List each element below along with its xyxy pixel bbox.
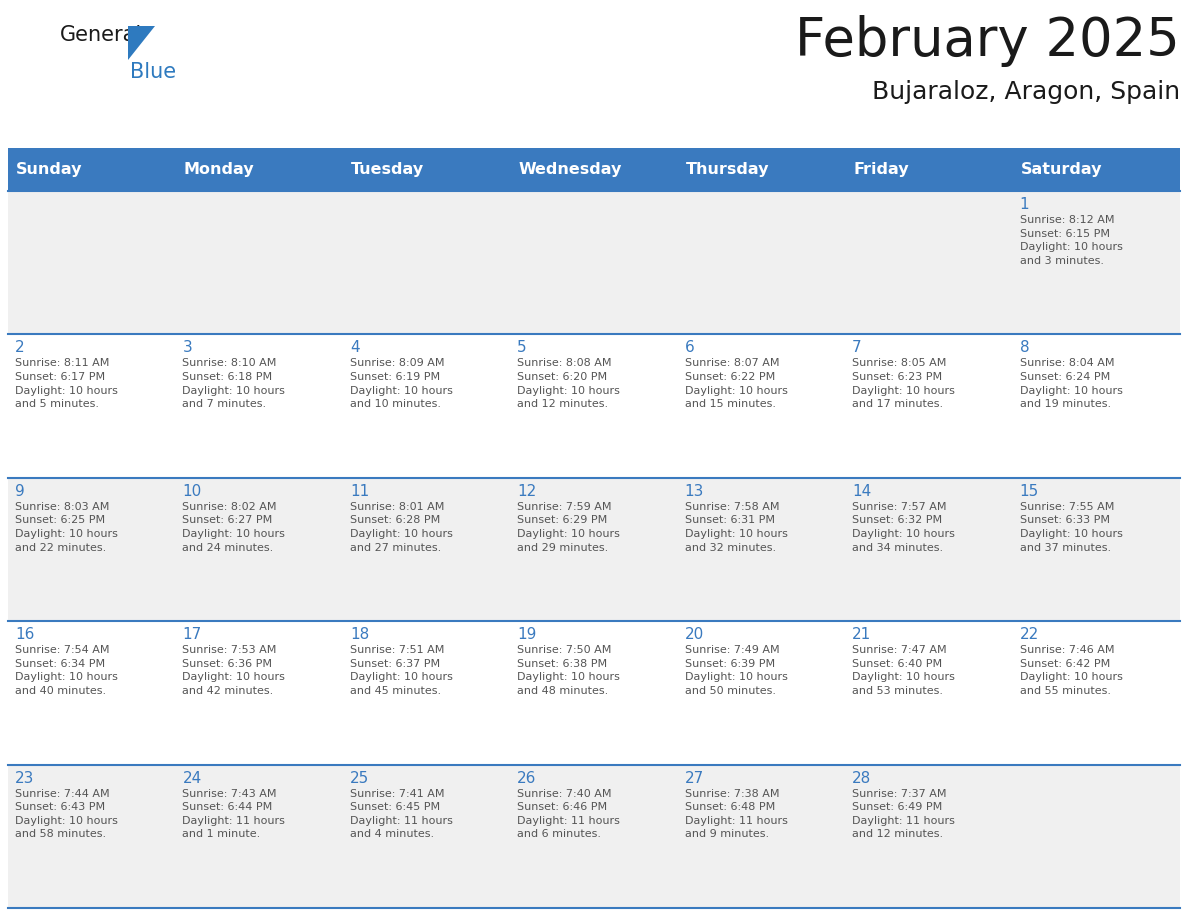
Text: Sunrise: 8:04 AM
Sunset: 6:24 PM
Daylight: 10 hours
and 19 minutes.: Sunrise: 8:04 AM Sunset: 6:24 PM Dayligh… [1019,358,1123,409]
Text: Sunday: Sunday [15,162,82,177]
Text: Sunrise: 7:55 AM
Sunset: 6:33 PM
Daylight: 10 hours
and 37 minutes.: Sunrise: 7:55 AM Sunset: 6:33 PM Dayligh… [1019,502,1123,553]
Text: Tuesday: Tuesday [350,162,424,177]
Polygon shape [128,26,154,60]
Text: 9: 9 [15,484,25,498]
Text: 7: 7 [852,341,861,355]
Text: 18: 18 [349,627,369,643]
Text: Sunrise: 7:43 AM
Sunset: 6:44 PM
Daylight: 11 hours
and 1 minute.: Sunrise: 7:43 AM Sunset: 6:44 PM Dayligh… [183,789,285,839]
Text: 26: 26 [517,770,537,786]
Text: 5: 5 [517,341,527,355]
Text: General: General [61,25,143,45]
Text: Sunrise: 7:59 AM
Sunset: 6:29 PM
Daylight: 10 hours
and 29 minutes.: Sunrise: 7:59 AM Sunset: 6:29 PM Dayligh… [517,502,620,553]
Bar [8,765,1180,908]
Text: 4: 4 [349,341,360,355]
Text: Sunrise: 7:44 AM
Sunset: 6:43 PM
Daylight: 10 hours
and 58 minutes.: Sunrise: 7:44 AM Sunset: 6:43 PM Dayligh… [15,789,118,839]
Text: 10: 10 [183,484,202,498]
Text: Sunrise: 8:05 AM
Sunset: 6:23 PM
Daylight: 10 hours
and 17 minutes.: Sunrise: 8:05 AM Sunset: 6:23 PM Dayligh… [852,358,955,409]
Text: Sunrise: 8:07 AM
Sunset: 6:22 PM
Daylight: 10 hours
and 15 minutes.: Sunrise: 8:07 AM Sunset: 6:22 PM Dayligh… [684,358,788,409]
Text: Sunrise: 7:54 AM
Sunset: 6:34 PM
Daylight: 10 hours
and 40 minutes.: Sunrise: 7:54 AM Sunset: 6:34 PM Dayligh… [15,645,118,696]
Text: February 2025: February 2025 [795,15,1180,67]
Text: Sunrise: 8:11 AM
Sunset: 6:17 PM
Daylight: 10 hours
and 5 minutes.: Sunrise: 8:11 AM Sunset: 6:17 PM Dayligh… [15,358,118,409]
Bar [8,477,1180,621]
Text: 3: 3 [183,341,192,355]
Text: 2: 2 [15,341,25,355]
Text: 6: 6 [684,341,695,355]
Text: 15: 15 [1019,484,1038,498]
Text: 24: 24 [183,770,202,786]
Text: 17: 17 [183,627,202,643]
Bar [8,621,1180,765]
Text: Sunrise: 8:09 AM
Sunset: 6:19 PM
Daylight: 10 hours
and 10 minutes.: Sunrise: 8:09 AM Sunset: 6:19 PM Dayligh… [349,358,453,409]
Text: 14: 14 [852,484,871,498]
Text: Sunrise: 7:49 AM
Sunset: 6:39 PM
Daylight: 10 hours
and 50 minutes.: Sunrise: 7:49 AM Sunset: 6:39 PM Dayligh… [684,645,788,696]
Text: Wednesday: Wednesday [518,162,621,177]
Text: Sunrise: 7:50 AM
Sunset: 6:38 PM
Daylight: 10 hours
and 48 minutes.: Sunrise: 7:50 AM Sunset: 6:38 PM Dayligh… [517,645,620,696]
Text: Sunrise: 7:51 AM
Sunset: 6:37 PM
Daylight: 10 hours
and 45 minutes.: Sunrise: 7:51 AM Sunset: 6:37 PM Dayligh… [349,645,453,696]
Bar [8,148,1180,191]
Text: Sunrise: 7:53 AM
Sunset: 6:36 PM
Daylight: 10 hours
and 42 minutes.: Sunrise: 7:53 AM Sunset: 6:36 PM Dayligh… [183,645,285,696]
Text: Saturday: Saturday [1020,162,1102,177]
Text: 12: 12 [517,484,537,498]
Text: 13: 13 [684,484,704,498]
Text: 28: 28 [852,770,871,786]
Text: 1: 1 [1019,197,1029,212]
Text: Sunrise: 8:02 AM
Sunset: 6:27 PM
Daylight: 10 hours
and 24 minutes.: Sunrise: 8:02 AM Sunset: 6:27 PM Dayligh… [183,502,285,553]
Text: 19: 19 [517,627,537,643]
Text: 21: 21 [852,627,871,643]
Text: Sunrise: 7:38 AM
Sunset: 6:48 PM
Daylight: 11 hours
and 9 minutes.: Sunrise: 7:38 AM Sunset: 6:48 PM Dayligh… [684,789,788,839]
Text: Thursday: Thursday [685,162,769,177]
Bar [8,191,1180,334]
Text: Sunrise: 7:37 AM
Sunset: 6:49 PM
Daylight: 11 hours
and 12 minutes.: Sunrise: 7:37 AM Sunset: 6:49 PM Dayligh… [852,789,955,839]
Text: 20: 20 [684,627,704,643]
Text: Sunrise: 7:40 AM
Sunset: 6:46 PM
Daylight: 11 hours
and 6 minutes.: Sunrise: 7:40 AM Sunset: 6:46 PM Dayligh… [517,789,620,839]
Text: Sunrise: 8:12 AM
Sunset: 6:15 PM
Daylight: 10 hours
and 3 minutes.: Sunrise: 8:12 AM Sunset: 6:15 PM Dayligh… [1019,215,1123,266]
Text: Sunrise: 7:58 AM
Sunset: 6:31 PM
Daylight: 10 hours
and 32 minutes.: Sunrise: 7:58 AM Sunset: 6:31 PM Dayligh… [684,502,788,553]
Bar [8,334,1180,477]
Text: Sunrise: 8:01 AM
Sunset: 6:28 PM
Daylight: 10 hours
and 27 minutes.: Sunrise: 8:01 AM Sunset: 6:28 PM Dayligh… [349,502,453,553]
Text: Blue: Blue [129,62,176,82]
Text: Sunrise: 7:57 AM
Sunset: 6:32 PM
Daylight: 10 hours
and 34 minutes.: Sunrise: 7:57 AM Sunset: 6:32 PM Dayligh… [852,502,955,553]
Text: 11: 11 [349,484,369,498]
Text: 23: 23 [15,770,34,786]
Text: 27: 27 [684,770,704,786]
Text: 16: 16 [15,627,34,643]
Text: Sunrise: 8:08 AM
Sunset: 6:20 PM
Daylight: 10 hours
and 12 minutes.: Sunrise: 8:08 AM Sunset: 6:20 PM Dayligh… [517,358,620,409]
Text: Sunrise: 7:41 AM
Sunset: 6:45 PM
Daylight: 11 hours
and 4 minutes.: Sunrise: 7:41 AM Sunset: 6:45 PM Dayligh… [349,789,453,839]
Text: Sunrise: 8:10 AM
Sunset: 6:18 PM
Daylight: 10 hours
and 7 minutes.: Sunrise: 8:10 AM Sunset: 6:18 PM Dayligh… [183,358,285,409]
Text: 22: 22 [1019,627,1038,643]
Text: Monday: Monday [183,162,254,177]
Text: Sunrise: 8:03 AM
Sunset: 6:25 PM
Daylight: 10 hours
and 22 minutes.: Sunrise: 8:03 AM Sunset: 6:25 PM Dayligh… [15,502,118,553]
Text: 8: 8 [1019,341,1029,355]
Text: Friday: Friday [853,162,909,177]
Text: Sunrise: 7:46 AM
Sunset: 6:42 PM
Daylight: 10 hours
and 55 minutes.: Sunrise: 7:46 AM Sunset: 6:42 PM Dayligh… [1019,645,1123,696]
Text: 25: 25 [349,770,369,786]
Text: Sunrise: 7:47 AM
Sunset: 6:40 PM
Daylight: 10 hours
and 53 minutes.: Sunrise: 7:47 AM Sunset: 6:40 PM Dayligh… [852,645,955,696]
Text: Bujaraloz, Aragon, Spain: Bujaraloz, Aragon, Spain [872,80,1180,104]
